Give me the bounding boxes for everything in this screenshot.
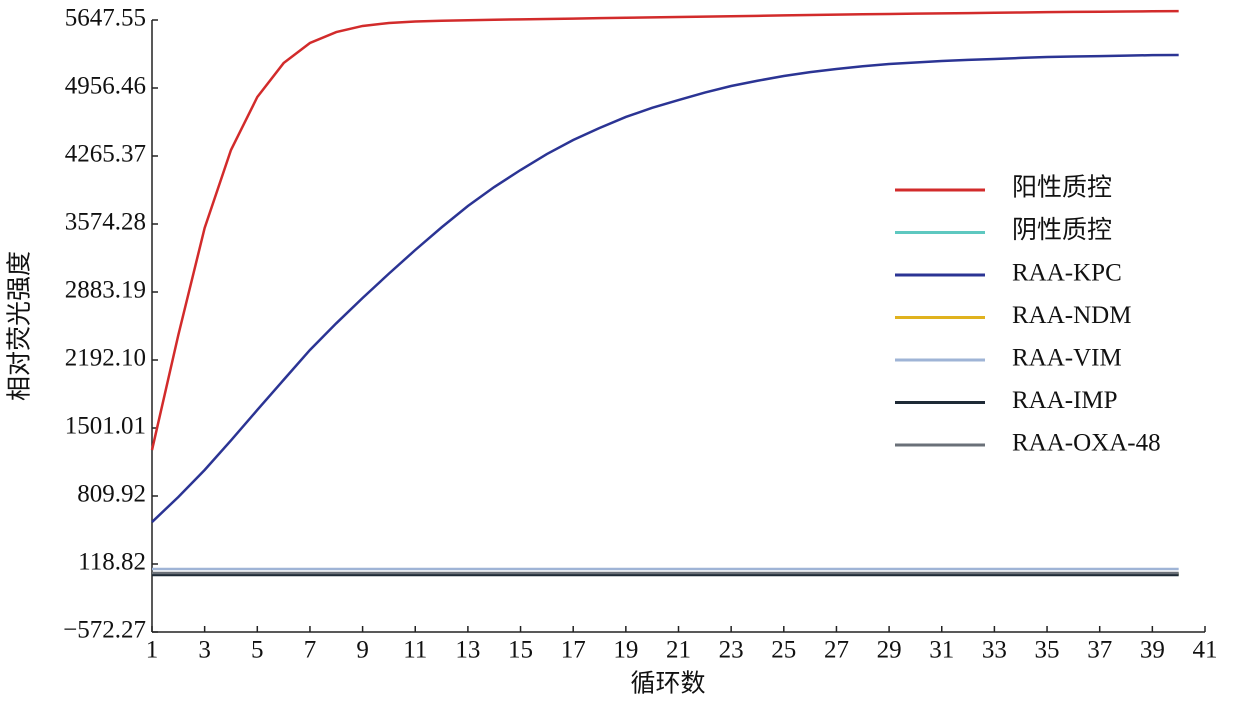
x-tick-label: 17 xyxy=(561,637,586,664)
x-tick-label: 19 xyxy=(613,637,638,664)
x-tick-label: 13 xyxy=(455,637,480,664)
x-tick-label: 29 xyxy=(877,637,902,664)
series-line xyxy=(150,9,1179,451)
y-tick-label: −572.27 xyxy=(63,617,146,644)
legend-label: 阳性质控 xyxy=(1012,174,1112,202)
x-tick-label: 11 xyxy=(403,637,427,664)
x-tick-label: 15 xyxy=(508,637,533,664)
y-tick-label: 5647.55 xyxy=(65,5,146,32)
x-tick-label: 31 xyxy=(929,637,954,664)
x-tick-label: 35 xyxy=(1035,637,1060,664)
x-tick-label: 33 xyxy=(982,637,1007,664)
legend-label: RAA-OXA-48 xyxy=(1012,430,1161,457)
legend-label: RAA-KPC xyxy=(1012,260,1122,287)
legend-label: RAA-NDM xyxy=(1012,302,1131,329)
y-tick-label: 1501.01 xyxy=(65,413,146,440)
x-tick-label: 25 xyxy=(771,637,796,664)
y-tick-label: 4956.46 xyxy=(65,73,146,100)
x-tick-label: 21 xyxy=(666,637,691,664)
y-tick-label: 118.82 xyxy=(78,549,146,576)
y-tick-label: 4265.37 xyxy=(65,141,146,168)
legend-label: RAA-IMP xyxy=(1012,387,1118,414)
y-axis-label: 相对荧光强度 xyxy=(6,251,34,401)
x-tick-label: 7 xyxy=(304,637,317,664)
y-tick-label: 3574.28 xyxy=(65,209,146,236)
series-line xyxy=(151,53,1179,523)
x-axis-label: 循环数 xyxy=(630,670,705,698)
x-tick-label: 39 xyxy=(1140,637,1165,664)
x-tick-label: 9 xyxy=(356,637,369,664)
x-tick-label: 3 xyxy=(198,637,211,664)
x-tick-label: 5 xyxy=(251,637,264,664)
y-tick-label: 2883.19 xyxy=(65,277,146,304)
y-tick-label: 2192.10 xyxy=(65,345,146,372)
x-tick-label: 41 xyxy=(1193,637,1218,664)
x-tick-label: 27 xyxy=(824,637,849,664)
x-tick-label: 37 xyxy=(1087,637,1112,664)
legend-label: RAA-VIM xyxy=(1012,345,1122,372)
legend-label: 阴性质控 xyxy=(1012,216,1112,244)
x-tick-label: 1 xyxy=(146,637,159,664)
x-tick-label: 23 xyxy=(719,637,744,664)
y-tick-label: 809.92 xyxy=(77,481,146,508)
